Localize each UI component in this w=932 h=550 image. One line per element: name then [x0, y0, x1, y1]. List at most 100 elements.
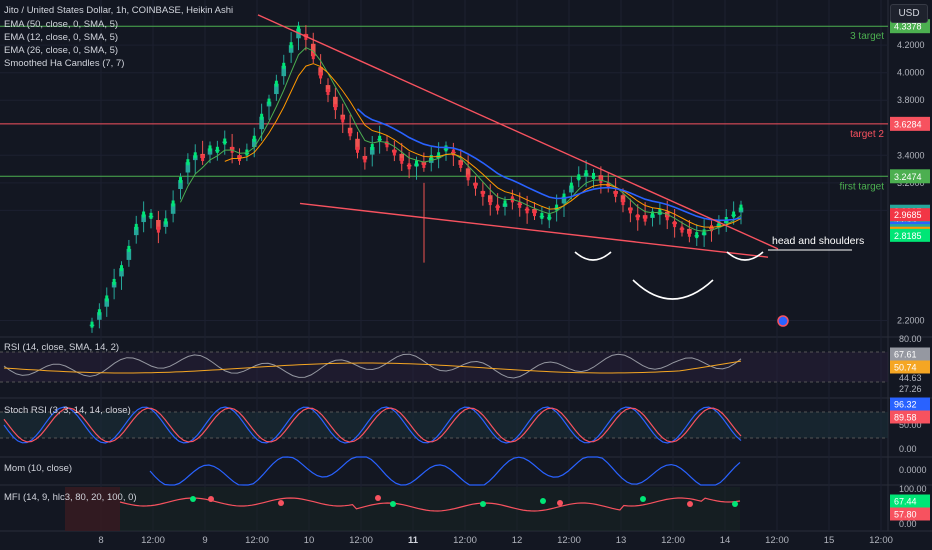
- smoothed-ha-candle: [687, 230, 691, 237]
- smoothed-ha-candle: [584, 170, 588, 177]
- smoothed-ha-candle: [569, 182, 573, 189]
- candle-body: [133, 226, 139, 236]
- indicator-ema50-label[interactable]: EMA (50, close, 0, SMA, 5): [4, 19, 119, 30]
- time-tick-label: 12:00: [141, 535, 165, 546]
- smoothed-ha-candle: [171, 200, 175, 207]
- head-arc: [632, 279, 714, 300]
- smoothed-ha-candle: [208, 145, 212, 152]
- level-annotation-target3: 3 target: [850, 31, 884, 42]
- time-tick-label: 8: [98, 535, 103, 546]
- smoothed-ha-candle: [621, 199, 625, 206]
- candle-body: [97, 312, 102, 320]
- mfi-tag-label: 57.80: [894, 510, 917, 520]
- mfi-signal-dot: [278, 500, 284, 506]
- smoothed-ha-candle: [356, 146, 359, 153]
- smoothed-ha-candle: [370, 144, 374, 151]
- pattern-annotation: head and shoulders: [772, 235, 864, 247]
- chart-title: Jito / United States Dollar, 1h, COINBAS…: [4, 5, 234, 16]
- mom-tick-label: 0.0000: [899, 465, 927, 475]
- smoothed-ha-candle: [555, 204, 559, 211]
- smoothed-ha-candle: [149, 212, 153, 219]
- mfi-signal-dot: [640, 496, 646, 502]
- smoothed-ha-candle: [179, 177, 182, 184]
- stoch-k-line: [3, 406, 742, 444]
- candle-body: [185, 162, 191, 173]
- level-annotation-target1: first target: [840, 181, 885, 192]
- mfi-signal-dot: [732, 501, 738, 507]
- mfi-signal-dot: [687, 501, 693, 507]
- ema50-line: [356, 108, 742, 222]
- mom-pane-label[interactable]: Mom (10, close): [4, 463, 73, 474]
- candle-body: [620, 195, 626, 203]
- smoothed-ha-candle: [695, 232, 699, 239]
- smoothed-ha-candle: [518, 201, 522, 208]
- rsi-ma-line: [3, 360, 742, 374]
- smoothed-ha-candle: [665, 214, 669, 221]
- right-shoulder-arc: [726, 251, 764, 261]
- smoothed-ha-candle: [156, 226, 160, 233]
- smoothed-ha-candle: [164, 218, 168, 225]
- smoothed-ha-candle: [311, 53, 315, 60]
- stoch-pane-label[interactable]: Stoch RSI (3, 3, 14, 14, close): [4, 405, 131, 416]
- smoothed-ha-candle: [415, 160, 418, 167]
- smoothed-ha-candle: [120, 265, 123, 272]
- rsi-tag-label: 67.61: [894, 350, 917, 360]
- smoothed-ha-candle: [215, 146, 219, 153]
- indicator-ema26-label[interactable]: EMA (26, close, 0, SMA, 5): [4, 45, 119, 56]
- mfi-signal-dot: [540, 498, 546, 504]
- rsi-tag: [890, 347, 930, 361]
- candle-body: [251, 138, 257, 148]
- indicator-smoothed-ha-label[interactable]: Smoothed Ha Candles (7, 7): [4, 58, 125, 69]
- time-tick-label: 9: [202, 535, 207, 546]
- stoch-tag: [890, 410, 930, 424]
- stoch-tick-label: 50.00: [899, 420, 922, 430]
- smoothed-ha-candle: [614, 190, 618, 197]
- smoothed-ha-candle: [525, 207, 529, 214]
- time-tick-label: 12:00: [245, 535, 269, 546]
- time-tick-label: 12: [512, 535, 523, 546]
- stoch-tag: [890, 397, 930, 411]
- level-price-tag: [890, 169, 930, 184]
- candle-body: [465, 168, 471, 178]
- mfi-signal-dot: [190, 496, 196, 502]
- smoothed-ha-candle: [481, 190, 485, 197]
- smoothed-ha-candle: [732, 211, 736, 218]
- smoothed-ha-candle: [385, 141, 389, 148]
- rsi-tick-label: 80.00: [899, 334, 922, 344]
- rsi-line: [3, 353, 742, 379]
- smoothed-ha-candle: [459, 161, 463, 168]
- candle-body: [170, 203, 176, 214]
- price-tick-label: 4.0000: [897, 68, 925, 78]
- smoothed-ha-candle: [496, 204, 500, 211]
- mfi-pane-label[interactable]: MFI (14, 9, hlc3, 80, 20, 100, 0): [4, 492, 137, 503]
- mfi-tag-label: 67.44: [894, 497, 917, 507]
- indicator-ema12-label[interactable]: EMA (12, close, 0, SMA, 5): [4, 32, 119, 43]
- smoothed-ha-candle: [326, 88, 330, 95]
- smoothed-ha-candle: [651, 211, 654, 218]
- smoothed-ha-candle: [319, 72, 323, 79]
- smoothed-ha-candle: [474, 182, 477, 189]
- smoothed-ha-candle: [547, 214, 551, 221]
- mfi-tag: [890, 507, 930, 521]
- smoothed-ha-candle: [717, 221, 721, 228]
- currency-button[interactable]: USD: [890, 4, 928, 23]
- smoothed-ha-candle: [444, 145, 448, 152]
- smoothed-ha-candle: [134, 223, 138, 230]
- mom-line: [149, 456, 741, 486]
- smoothed-ha-candle: [289, 42, 293, 49]
- price-tag-label: 2.9685: [894, 210, 922, 220]
- time-tick-label: 12:00: [557, 535, 581, 546]
- candle-body: [259, 116, 264, 130]
- rsi-pane-label[interactable]: RSI (14, close, SMA, 14, 2): [4, 342, 120, 353]
- mfi-signal-dot: [557, 500, 563, 506]
- smoothed-ha-candle: [673, 221, 677, 228]
- ema12-line: [180, 46, 742, 232]
- mfi-tag: [890, 494, 930, 508]
- smoothed-ha-candle: [702, 229, 706, 236]
- candle-body: [156, 219, 161, 230]
- candle-body: [141, 214, 146, 223]
- level-price-tag-label: 3.6284: [894, 119, 922, 129]
- candle-body: [325, 85, 331, 92]
- candle-body: [355, 138, 360, 150]
